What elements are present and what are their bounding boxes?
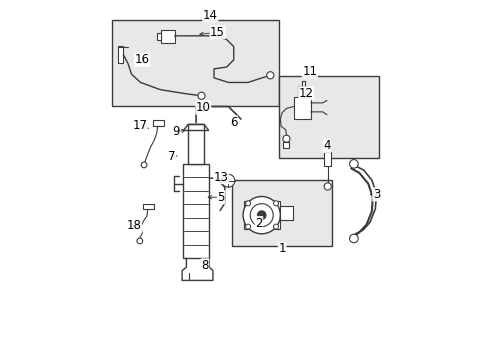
- Text: 13: 13: [213, 171, 228, 184]
- Bar: [156, 33, 161, 40]
- Text: 10: 10: [195, 101, 210, 114]
- Circle shape: [266, 72, 273, 79]
- Text: 6: 6: [229, 116, 237, 129]
- Text: 3: 3: [372, 188, 379, 201]
- Circle shape: [349, 159, 357, 168]
- Text: 17: 17: [132, 119, 147, 132]
- Text: 14: 14: [203, 9, 218, 22]
- Circle shape: [250, 204, 273, 226]
- Text: 9: 9: [172, 125, 180, 138]
- Text: 11: 11: [302, 65, 317, 78]
- Circle shape: [137, 238, 142, 244]
- Text: 1: 1: [278, 242, 285, 255]
- Bar: [143, 204, 154, 210]
- Text: 15: 15: [210, 26, 224, 39]
- Circle shape: [198, 92, 204, 99]
- Bar: [280, 206, 292, 220]
- Bar: [301, 81, 304, 86]
- Text: 8: 8: [201, 259, 208, 272]
- Circle shape: [243, 197, 280, 234]
- Bar: [244, 201, 280, 229]
- Text: 16: 16: [135, 53, 149, 66]
- Text: 5: 5: [217, 191, 224, 204]
- Bar: [183, 164, 209, 258]
- Bar: [297, 86, 305, 97]
- Bar: [153, 120, 163, 126]
- Circle shape: [273, 224, 278, 229]
- Bar: [231, 180, 332, 246]
- Bar: [324, 152, 330, 166]
- Bar: [112, 21, 278, 107]
- Bar: [278, 76, 378, 158]
- Circle shape: [222, 174, 234, 187]
- Text: 7: 7: [168, 150, 176, 163]
- Bar: [282, 142, 289, 148]
- Text: 2: 2: [255, 216, 262, 230]
- Bar: [188, 125, 203, 164]
- Text: 12: 12: [298, 87, 313, 100]
- Circle shape: [324, 183, 330, 190]
- Text: 4: 4: [323, 139, 330, 152]
- Circle shape: [245, 224, 250, 229]
- Circle shape: [282, 135, 289, 142]
- Circle shape: [141, 162, 147, 168]
- Circle shape: [245, 201, 250, 206]
- Circle shape: [257, 211, 265, 220]
- Bar: [293, 97, 310, 119]
- Bar: [161, 30, 174, 43]
- Bar: [118, 45, 123, 63]
- Text: 18: 18: [126, 219, 141, 233]
- Circle shape: [349, 234, 357, 243]
- Circle shape: [273, 201, 278, 206]
